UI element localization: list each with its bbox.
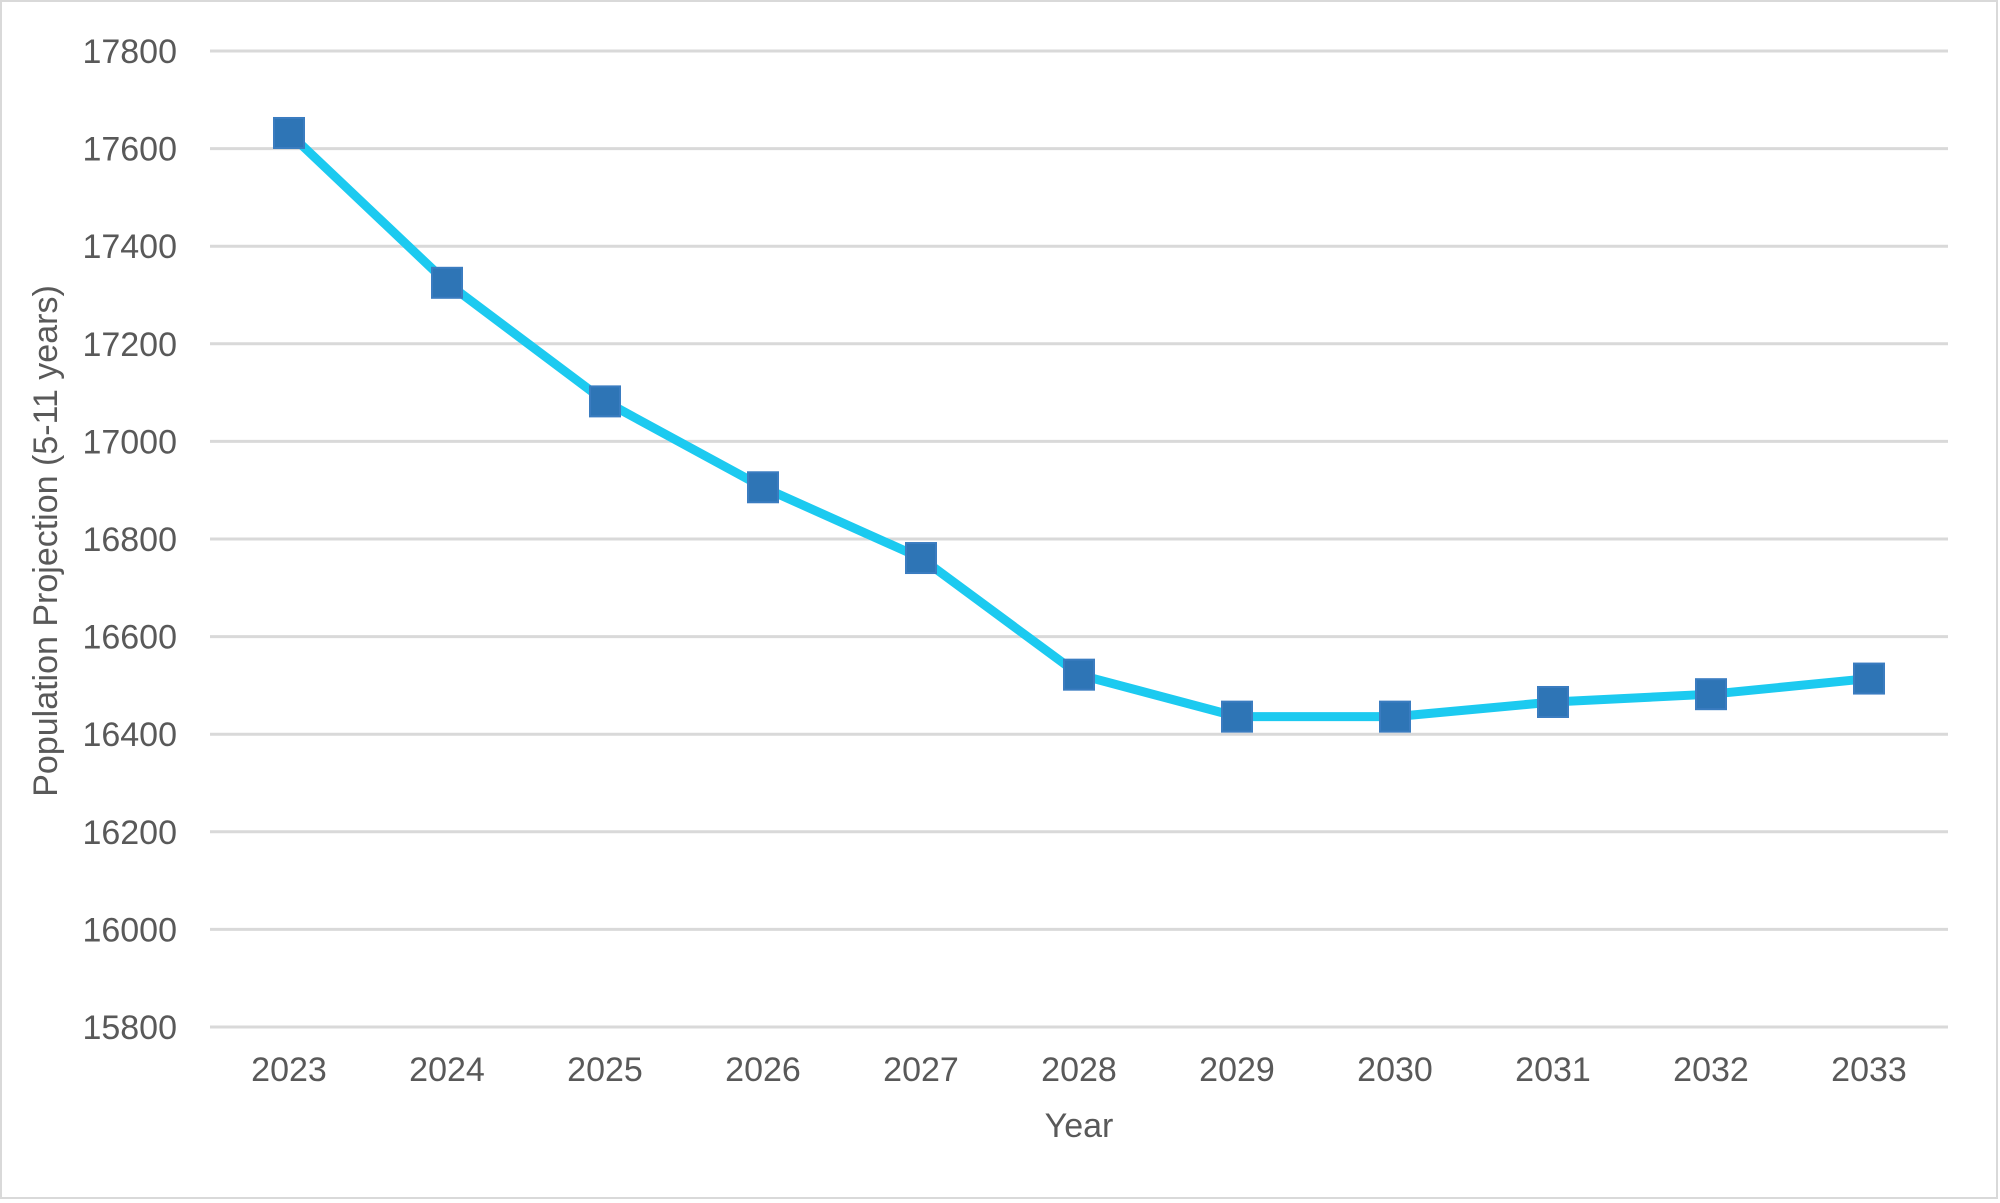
x-tick-label: 2028 (1041, 1051, 1117, 1089)
data-point-marker (1695, 678, 1727, 711)
x-tick-label: 2030 (1357, 1051, 1433, 1089)
x-tick-label: 2026 (725, 1051, 801, 1089)
series-line (284, 128, 1874, 722)
x-tick-label: 2023 (251, 1051, 327, 1089)
x-tick-label: 2033 (1831, 1051, 1907, 1089)
data-point-marker (589, 385, 621, 418)
x-tick-label: 2031 (1515, 1051, 1591, 1089)
y-tick-label: 17600 (82, 131, 177, 169)
data-point-marker (1221, 700, 1253, 733)
x-tick-label: 2024 (409, 1051, 485, 1089)
data-point-marker (747, 471, 779, 504)
data-point-marker (905, 542, 937, 575)
data-point-marker (1063, 658, 1095, 691)
series (273, 116, 1885, 733)
y-tick-label: 16800 (82, 521, 177, 559)
y-axis-ticks: 15800 16000 16200 16400 16600 16800 17000 17200… (82, 33, 177, 1047)
data-point-marker (273, 116, 305, 149)
y-tick-label: 17800 (82, 33, 177, 71)
y-tick-label: 17400 (82, 228, 177, 266)
y-tick-label: 17000 (82, 423, 177, 461)
y-tick-label: 16000 (82, 911, 177, 949)
gridlines (210, 49, 1948, 1029)
x-axis-title: Year (1045, 1107, 1114, 1145)
x-tick-label: 2027 (883, 1051, 959, 1089)
data-point-marker (431, 266, 463, 299)
x-tick-label: 2025 (567, 1051, 643, 1089)
data-point-marker (1853, 662, 1885, 695)
y-tick-label: 15800 (82, 1009, 177, 1047)
data-point-marker (1379, 700, 1411, 733)
x-tick-label: 2029 (1199, 1051, 1275, 1089)
series-group (273, 116, 1885, 733)
y-tick-label: 16200 (82, 814, 177, 852)
y-axis-title: Population Projection (5-11 years) (27, 285, 65, 797)
data-point-marker (1537, 685, 1569, 718)
y-tick-label: 16600 (82, 619, 177, 657)
y-tick-label: 16400 (82, 716, 177, 754)
y-tick-label: 17200 (82, 326, 177, 364)
x-axis-ticks: 2023 2024 2025 2026 2027 2028 2029 2030 2031 2032… (251, 1051, 1907, 1089)
x-tick-label: 2032 (1673, 1051, 1749, 1089)
